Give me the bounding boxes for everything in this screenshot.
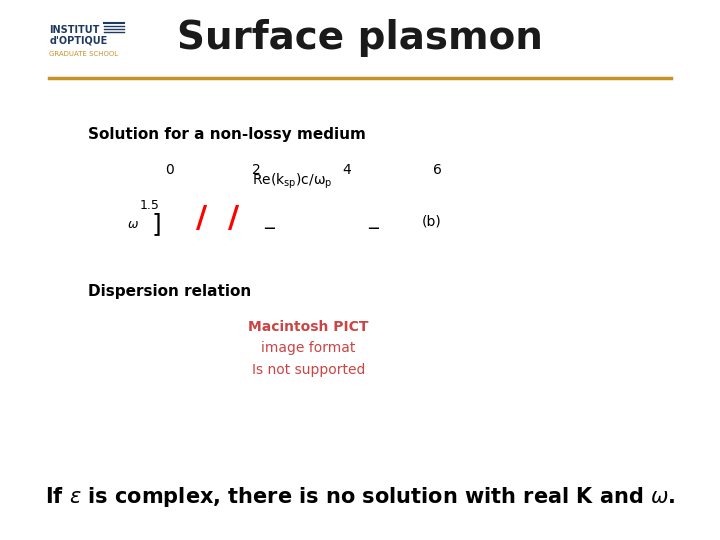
Text: /: / [196,204,207,233]
Text: /: / [228,204,239,233]
Text: 0: 0 [165,163,174,177]
Text: _: _ [264,210,274,230]
Text: If $\varepsilon$ is complex, there is no solution with real K and $\omega$.: If $\varepsilon$ is complex, there is no… [45,485,675,509]
Text: Is not supported: Is not supported [251,363,365,377]
Text: 2: 2 [252,163,261,177]
Text: (b): (b) [421,214,441,228]
Text: Dispersion relation: Dispersion relation [88,284,251,299]
Text: $\mathrm{Re(k_{sp})c/\omega_p}$: $\mathrm{Re(k_{sp})c/\omega_p}$ [252,171,333,191]
Text: _: _ [368,210,378,230]
Text: Macintosh PICT: Macintosh PICT [248,320,369,334]
Text: $\omega$: $\omega$ [127,218,140,231]
Text: image format: image format [261,341,356,355]
Text: Solution for a non-lossy medium: Solution for a non-lossy medium [88,127,366,143]
Text: ]: ] [151,212,161,236]
Text: 6: 6 [433,163,442,177]
Text: GRADUATE SCHOOL: GRADUATE SCHOOL [49,51,118,57]
Text: d'OPTIQUE: d'OPTIQUE [49,36,107,45]
Text: 1.5: 1.5 [140,199,160,212]
Text: INSTITUT: INSTITUT [49,25,99,35]
Text: Surface plasmon: Surface plasmon [177,19,543,57]
Text: 4: 4 [343,163,351,177]
